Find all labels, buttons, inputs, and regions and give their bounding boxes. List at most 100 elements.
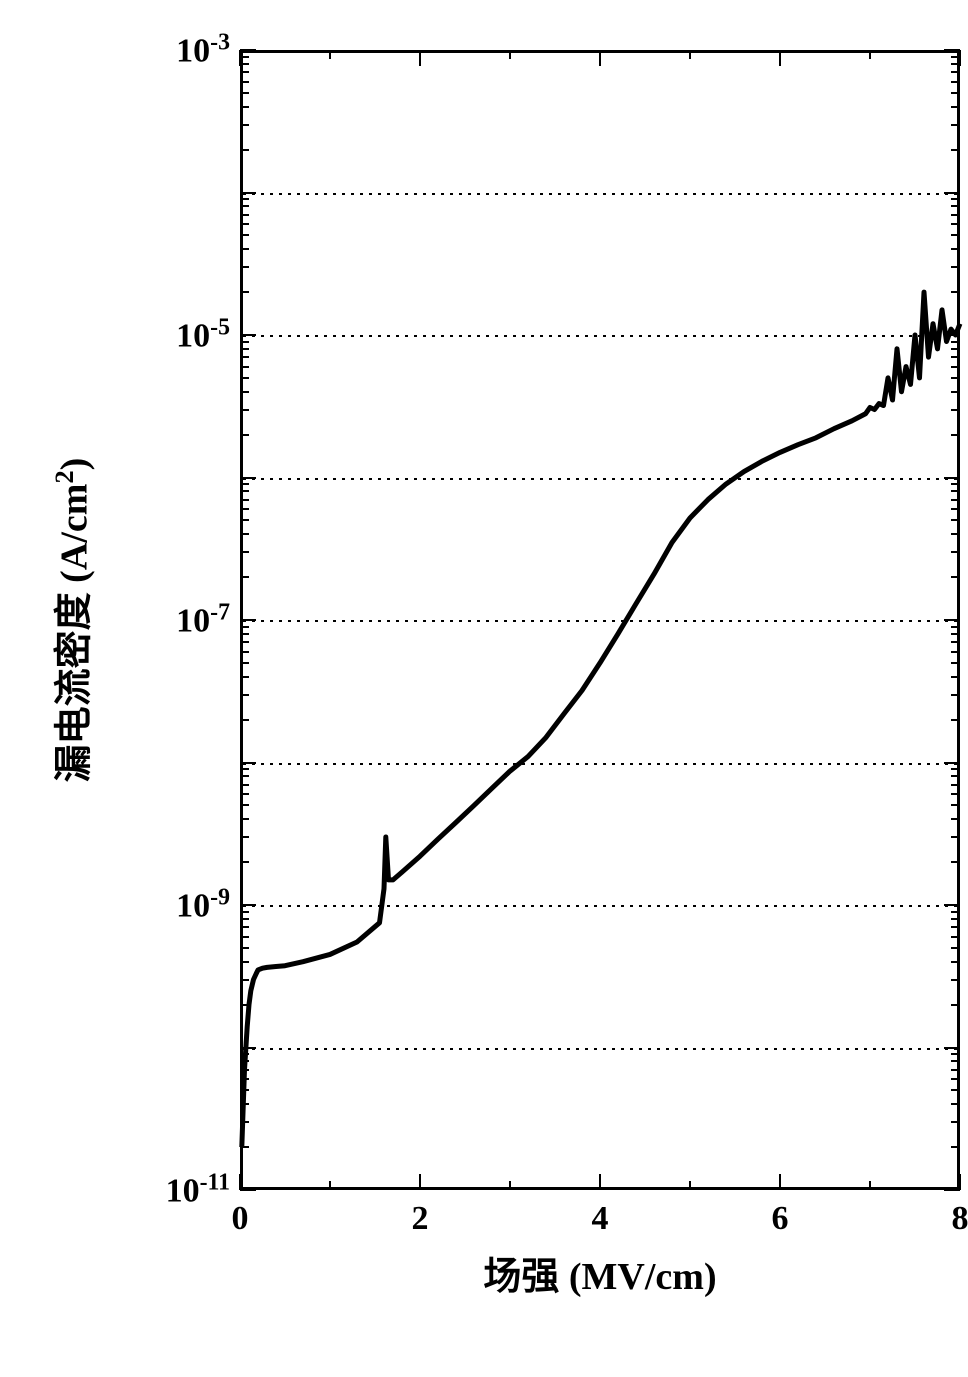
y-minor-tick bbox=[240, 291, 249, 293]
y-minor-tick bbox=[951, 377, 960, 379]
gridline-y bbox=[243, 620, 957, 622]
y-minor-tick bbox=[240, 768, 249, 770]
x-minor-tick bbox=[509, 50, 511, 59]
y-minor-tick bbox=[240, 56, 249, 58]
x-major-tick bbox=[599, 1174, 601, 1190]
y-minor-tick bbox=[951, 1146, 960, 1148]
x-axis-label: 场强 (MV/cm) bbox=[483, 1245, 716, 1300]
y-minor-tick bbox=[951, 633, 960, 635]
y-minor-tick bbox=[951, 804, 960, 806]
y-minor-tick bbox=[240, 81, 249, 83]
x-minor-tick bbox=[689, 50, 691, 59]
y-minor-tick bbox=[951, 947, 960, 949]
gridline-y bbox=[243, 763, 957, 765]
y-minor-tick bbox=[951, 198, 960, 200]
y-minor-tick bbox=[240, 409, 249, 411]
y-major-tick bbox=[944, 192, 960, 194]
y-minor-tick bbox=[240, 519, 249, 521]
y-minor-tick bbox=[951, 81, 960, 83]
y-minor-tick bbox=[951, 519, 960, 521]
y-minor-tick bbox=[951, 508, 960, 510]
y-tick-label: 10-11 bbox=[166, 1169, 230, 1210]
y-minor-tick bbox=[951, 483, 960, 485]
y-minor-tick bbox=[240, 911, 249, 913]
x-minor-tick bbox=[869, 1181, 871, 1190]
y-major-tick bbox=[944, 334, 960, 336]
y-minor-tick bbox=[951, 1078, 960, 1080]
y-minor-tick bbox=[951, 1053, 960, 1055]
x-tick-label: 0 bbox=[232, 1200, 249, 1238]
y-minor-tick bbox=[951, 768, 960, 770]
y-minor-tick bbox=[240, 205, 249, 207]
y-minor-tick bbox=[240, 248, 249, 250]
y-tick-label: 10-7 bbox=[176, 599, 230, 640]
y-minor-tick bbox=[951, 124, 960, 126]
y-major-tick bbox=[240, 1047, 256, 1049]
y-minor-tick bbox=[240, 861, 249, 863]
y-major-tick bbox=[240, 1189, 256, 1191]
y-minor-tick bbox=[951, 1089, 960, 1091]
y-minor-tick bbox=[240, 366, 249, 368]
y-minor-tick bbox=[951, 576, 960, 578]
y-minor-tick bbox=[951, 214, 960, 216]
y-minor-tick bbox=[240, 836, 249, 838]
y-minor-tick bbox=[240, 1089, 249, 1091]
y-minor-tick bbox=[240, 918, 249, 920]
y-minor-tick bbox=[240, 926, 249, 928]
y-minor-tick bbox=[240, 198, 249, 200]
y-minor-tick bbox=[951, 775, 960, 777]
y-minor-tick bbox=[951, 409, 960, 411]
y-minor-tick bbox=[951, 861, 960, 863]
y-minor-tick bbox=[951, 926, 960, 928]
y-major-tick bbox=[240, 904, 256, 906]
y-minor-tick bbox=[951, 793, 960, 795]
x-major-tick bbox=[419, 1174, 421, 1190]
y-minor-tick bbox=[240, 266, 249, 268]
y-minor-tick bbox=[951, 1004, 960, 1006]
y-minor-tick bbox=[951, 234, 960, 236]
y-minor-tick bbox=[951, 248, 960, 250]
y-minor-tick bbox=[951, 92, 960, 94]
y-minor-tick bbox=[951, 641, 960, 643]
x-major-tick bbox=[419, 50, 421, 66]
y-minor-tick bbox=[240, 1078, 249, 1080]
y-minor-tick bbox=[951, 784, 960, 786]
y-minor-tick bbox=[240, 499, 249, 501]
y-minor-tick bbox=[240, 341, 249, 343]
y-minor-tick bbox=[951, 961, 960, 963]
chart-container: 漏电流密度 (A/cm2) 场强 (MV/cm) 10-1110-910-710… bbox=[50, 20, 950, 1360]
y-major-tick bbox=[944, 477, 960, 479]
y-minor-tick bbox=[240, 936, 249, 938]
x-tick-label: 8 bbox=[952, 1200, 968, 1238]
y-major-tick bbox=[944, 49, 960, 51]
y-minor-tick bbox=[951, 391, 960, 393]
y-minor-tick bbox=[240, 576, 249, 578]
y-minor-tick bbox=[240, 483, 249, 485]
y-minor-tick bbox=[240, 784, 249, 786]
y-major-tick bbox=[240, 334, 256, 336]
x-tick-label: 4 bbox=[592, 1200, 609, 1238]
x-minor-tick bbox=[329, 50, 331, 59]
y-minor-tick bbox=[951, 356, 960, 358]
y-minor-tick bbox=[951, 694, 960, 696]
y-minor-tick bbox=[240, 377, 249, 379]
y-major-tick bbox=[944, 762, 960, 764]
y-minor-tick bbox=[240, 490, 249, 492]
y-minor-tick bbox=[951, 651, 960, 653]
x-major-tick bbox=[599, 50, 601, 66]
y-minor-tick bbox=[951, 366, 960, 368]
y-minor-tick bbox=[951, 434, 960, 436]
y-minor-tick bbox=[951, 341, 960, 343]
y-minor-tick bbox=[951, 818, 960, 820]
gridline-y bbox=[243, 335, 957, 337]
y-tick-label: 10-5 bbox=[176, 314, 230, 355]
x-minor-tick bbox=[329, 1181, 331, 1190]
y-minor-tick bbox=[240, 533, 249, 535]
y-axis-label: 漏电流密度 (A/cm2) bbox=[43, 458, 98, 783]
x-minor-tick bbox=[689, 1181, 691, 1190]
y-minor-tick bbox=[240, 434, 249, 436]
y-minor-tick bbox=[951, 223, 960, 225]
y-minor-tick bbox=[240, 1060, 249, 1062]
x-major-tick bbox=[779, 1174, 781, 1190]
y-minor-tick bbox=[240, 793, 249, 795]
